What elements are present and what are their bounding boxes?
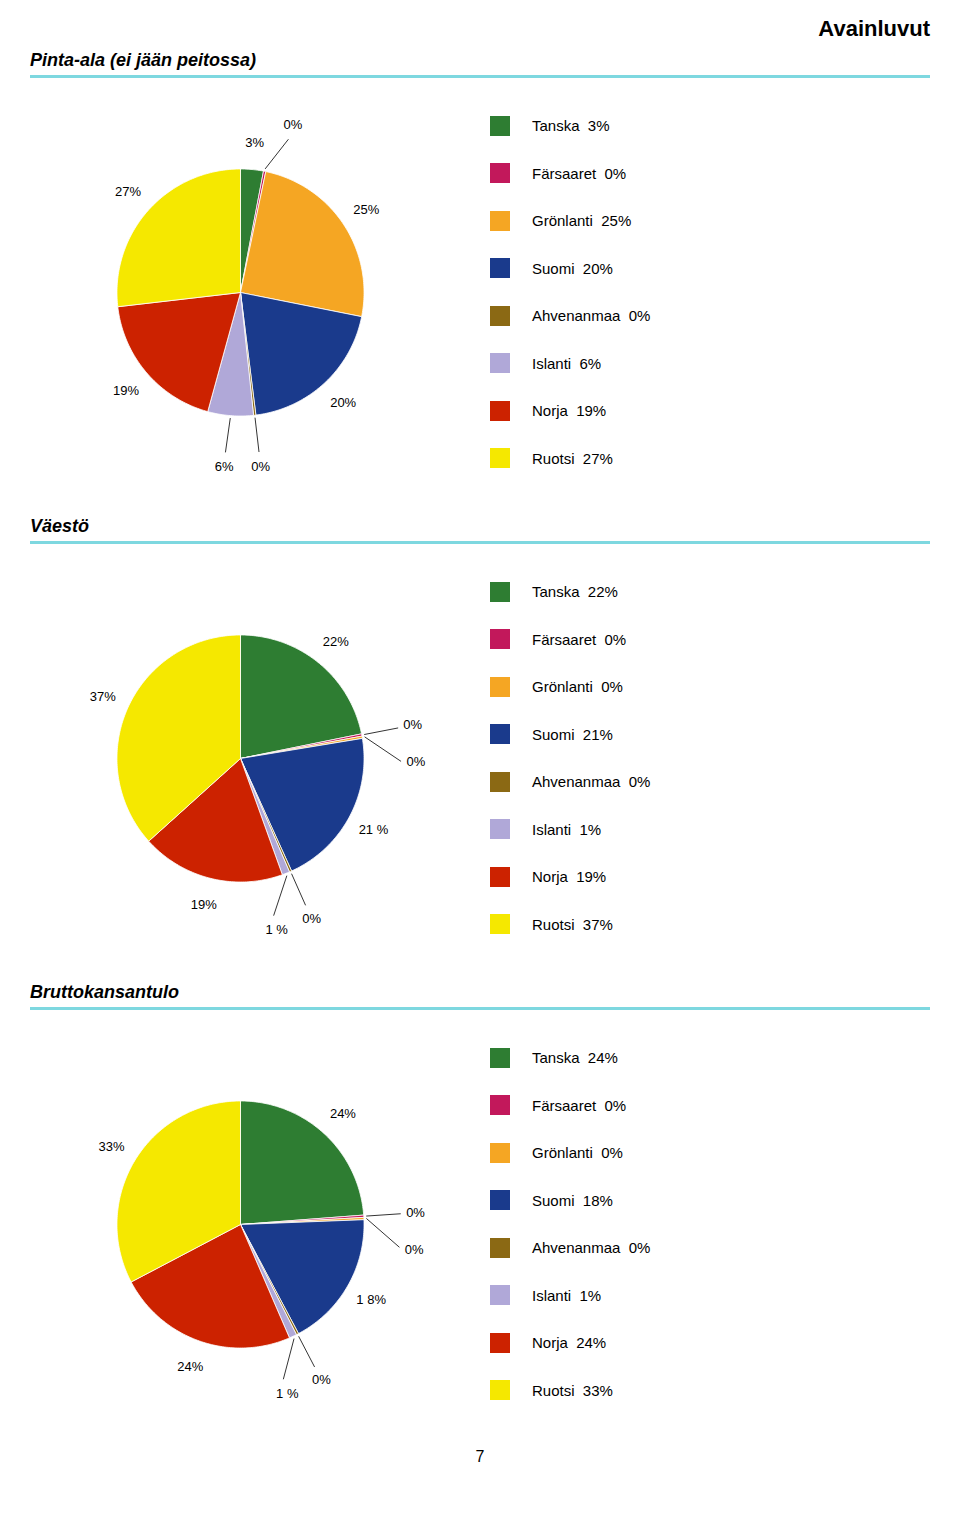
svg-text:19%: 19% xyxy=(191,897,217,912)
html-text:Grönlanti 0%: Grönlanti 0% xyxy=(532,678,623,696)
svg-text:22%: 22% xyxy=(323,634,349,649)
html-text:Tanska 24%: Tanska 24% xyxy=(532,1049,618,1067)
html-text:Ruotsi 27%: Ruotsi 27% xyxy=(532,449,613,467)
svg-text:0%: 0% xyxy=(406,754,425,769)
html-text:Färsaaret 0%: Färsaaret 0% xyxy=(532,1096,627,1114)
html-text:Ruotsi 33%: Ruotsi 33% xyxy=(532,1381,613,1399)
html-text:Norja 19%: Norja 19% xyxy=(532,868,607,886)
html-text:Ruotsi 37%: Ruotsi 37% xyxy=(532,915,613,933)
svg-text:37%: 37% xyxy=(90,689,116,704)
html-text:Suomi 21%: Suomi 21% xyxy=(532,725,613,743)
html-text:Suomi 18%: Suomi 18% xyxy=(532,1191,613,1209)
html-text:Pinta-ala (ei jään peitossa): Pinta-ala (ei jään peitossa) xyxy=(30,50,257,70)
html-text:Färsaaret 0%: Färsaaret 0% xyxy=(532,630,627,648)
svg-text:20%: 20% xyxy=(330,395,356,410)
svg-text:27%: 27% xyxy=(115,184,141,199)
svg-text:0%: 0% xyxy=(406,1205,425,1220)
html-text:Ahvenanmaa 0%: Ahvenanmaa 0% xyxy=(532,1239,651,1257)
svg-text:1 8%: 1 8% xyxy=(356,1292,386,1307)
html-text:Ahvenanmaa 0%: Ahvenanmaa 0% xyxy=(532,307,651,325)
html-text:Ahvenanmaa 0%: Ahvenanmaa 0% xyxy=(532,773,651,791)
svg-text:24%: 24% xyxy=(177,1359,203,1374)
svg-text:0%: 0% xyxy=(403,717,422,732)
html-text:Tanska 22%: Tanska 22% xyxy=(532,583,618,601)
svg-text:21 %: 21 % xyxy=(359,822,389,837)
html-text:Tanska 3%: Tanska 3% xyxy=(532,117,610,135)
svg-text:0%: 0% xyxy=(283,117,302,132)
html-text:Islanti 6%: Islanti 6% xyxy=(532,354,602,372)
html-text:Norja 19%: Norja 19% xyxy=(532,402,607,420)
svg-text:0%: 0% xyxy=(312,1372,331,1387)
html-text:Bruttokansantulo: Bruttokansantulo xyxy=(30,982,179,1002)
svg-text:6%: 6% xyxy=(215,459,234,474)
svg-text:1 %: 1 % xyxy=(265,922,288,937)
html-text:Grönlanti 25%: Grönlanti 25% xyxy=(532,212,632,230)
svg-text:0%: 0% xyxy=(251,459,270,474)
svg-text:19%: 19% xyxy=(113,383,139,398)
html-text:Islanti 1%: Islanti 1% xyxy=(532,1286,602,1304)
svg-text:0%: 0% xyxy=(405,1242,424,1257)
html-text:Väestö: Väestö xyxy=(30,516,89,536)
html-text:Norja 24%: Norja 24% xyxy=(532,1334,607,1352)
svg-text:3%: 3% xyxy=(245,135,264,150)
html-text:Avainluvut: Avainluvut xyxy=(818,16,930,41)
svg-text:0%: 0% xyxy=(302,911,321,926)
html-text:7: 7 xyxy=(475,1448,485,1465)
html-text:Islanti 1%: Islanti 1% xyxy=(532,820,602,838)
html-text:Suomi 20%: Suomi 20% xyxy=(532,259,613,277)
svg-text:25%: 25% xyxy=(353,202,379,217)
html-text:Grönlanti 0%: Grönlanti 0% xyxy=(532,1144,623,1162)
svg-text:24%: 24% xyxy=(330,1106,356,1121)
svg-text:33%: 33% xyxy=(98,1139,124,1154)
svg-text:1 %: 1 % xyxy=(276,1386,299,1401)
html-text:Färsaaret 0%: Färsaaret 0% xyxy=(532,164,627,182)
